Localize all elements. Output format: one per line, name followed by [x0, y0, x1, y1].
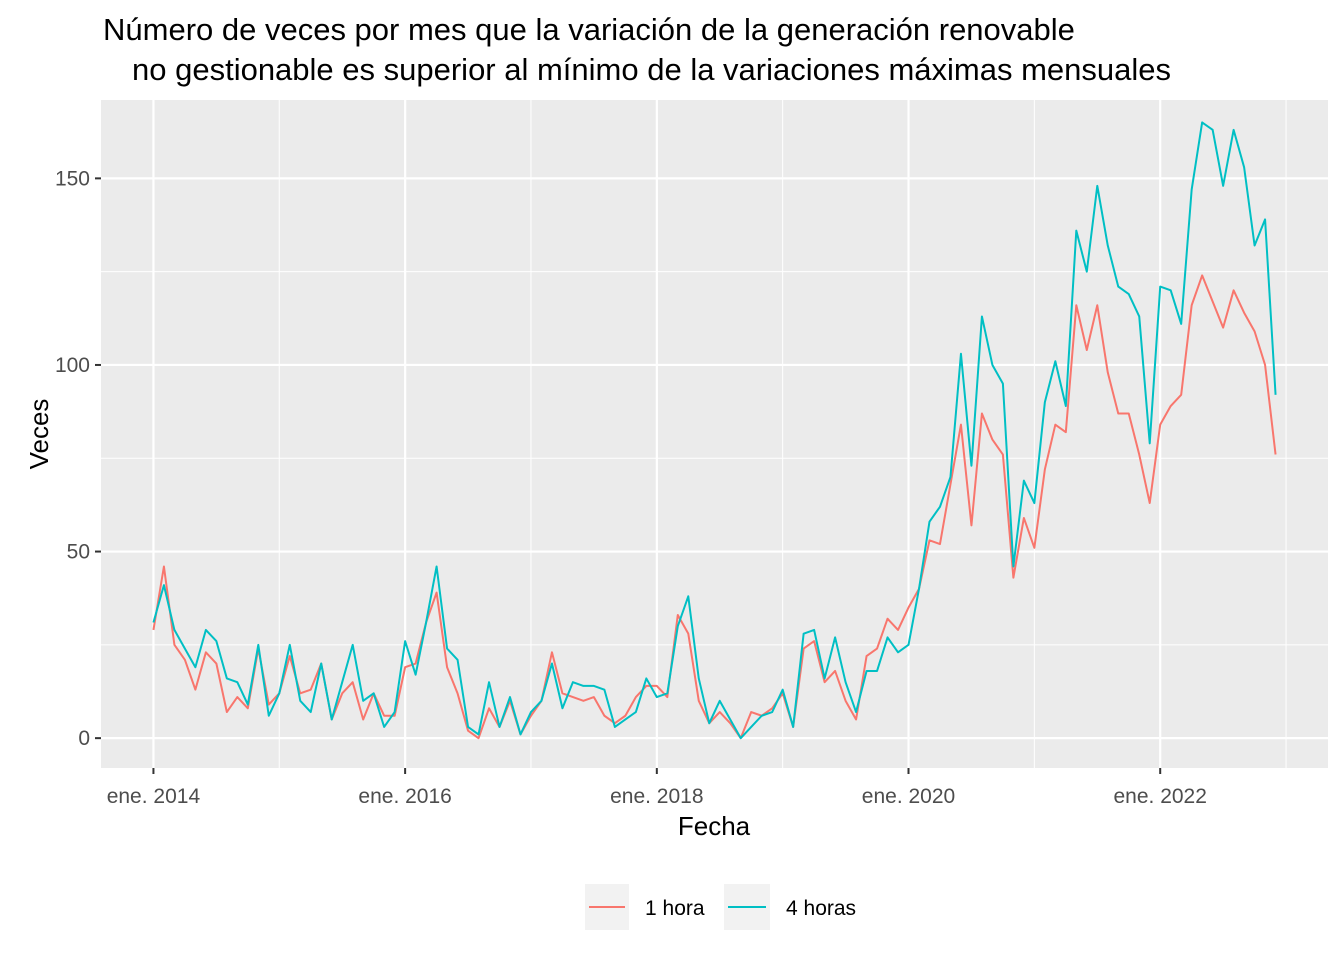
legend: 1 hora 4 horas	[585, 884, 856, 930]
legend-label: 1 hora	[645, 897, 705, 920]
y-tick-label: 150	[55, 167, 90, 190]
legend-label: 4 horas	[786, 897, 856, 920]
x-tick-label: ene. 2018	[610, 785, 703, 808]
y-tick-label: 0	[78, 727, 90, 750]
grid-major	[101, 100, 1328, 768]
y-tick-label: 50	[67, 541, 90, 564]
x-tick-label: ene. 2014	[107, 785, 201, 808]
x-tick-label: ene. 2016	[358, 785, 451, 808]
chart-title-line1: Número de veces por mes que la variación…	[103, 12, 1075, 47]
series-line-4-horas	[152, 121, 1277, 740]
x-axis: ene. 2014 ene. 2016 ene. 2018 ene. 2020 ene.…	[107, 768, 1207, 808]
plot-panel	[101, 100, 1328, 768]
chart-title-line2: no gestionable es superior al mínimo de …	[132, 52, 1171, 87]
series-line-1-hora	[152, 274, 1277, 740]
x-tick-label: ene. 2020	[862, 785, 955, 808]
y-axis-title: Veces	[24, 399, 54, 470]
y-tick-label: 100	[55, 354, 90, 377]
y-axis: 0 50 100 150	[55, 167, 101, 750]
series-lines	[152, 121, 1277, 740]
grid-minor	[101, 100, 1328, 768]
x-axis-title: Fecha	[678, 811, 751, 841]
x-tick-label: ene. 2022	[1113, 785, 1206, 808]
